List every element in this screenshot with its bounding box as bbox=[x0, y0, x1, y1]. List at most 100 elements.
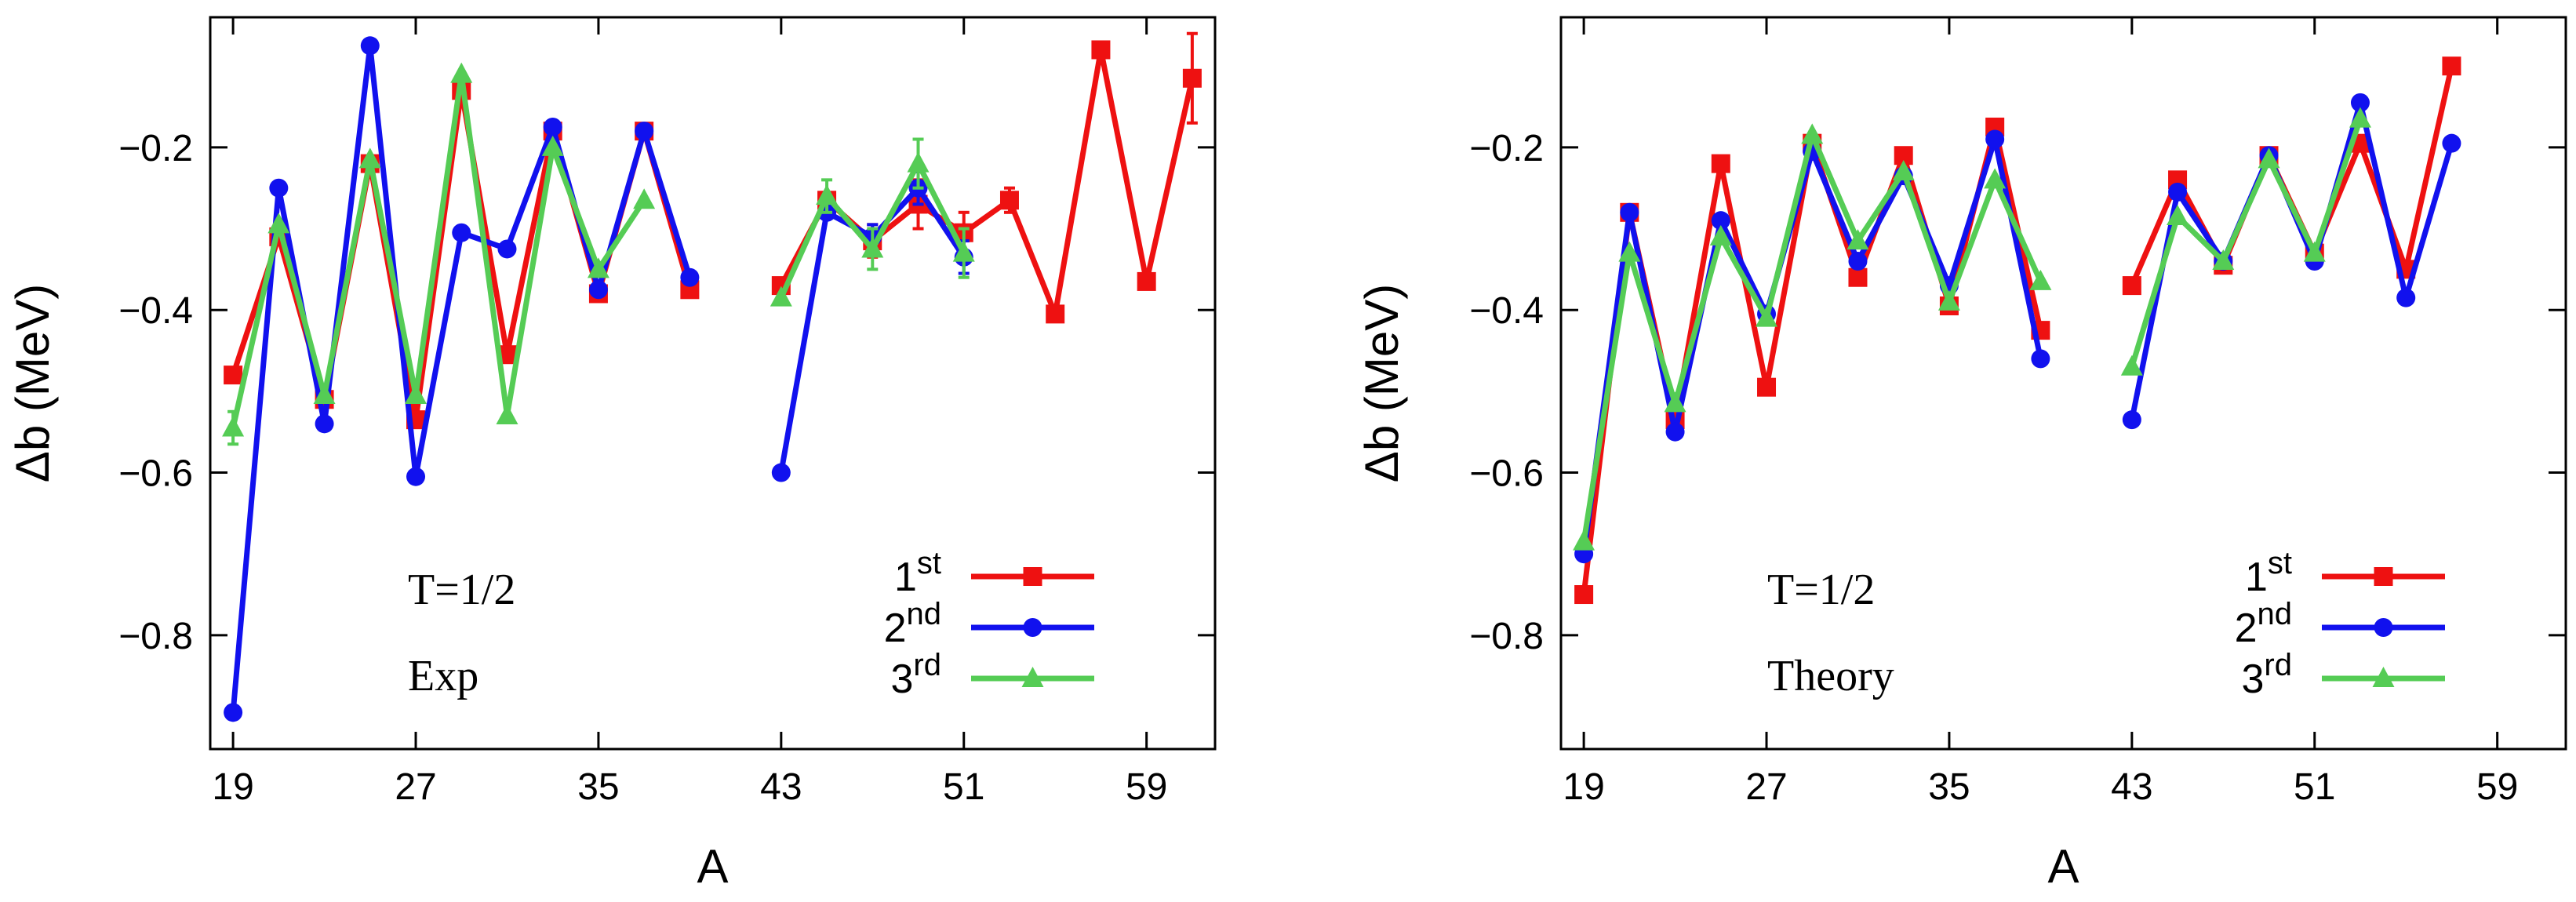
series-line-1st bbox=[778, 46, 1195, 317]
annotation-source: Exp bbox=[408, 652, 478, 700]
x-tick-label: 19 bbox=[212, 766, 253, 808]
series-1st bbox=[224, 31, 1202, 430]
data-point-2nd bbox=[1620, 202, 1639, 222]
y-tick-label: −0.8 bbox=[118, 616, 193, 657]
data-point-2nd bbox=[2031, 349, 2050, 369]
data-point-2nd bbox=[1711, 211, 1730, 231]
y-tick-label: −0.2 bbox=[118, 128, 193, 169]
x-tick-label: 51 bbox=[943, 766, 984, 808]
legend-label-superscript: nd bbox=[2258, 597, 2293, 631]
legend-label: 3rd bbox=[891, 648, 942, 702]
series-line-2nd bbox=[1581, 136, 2043, 555]
x-tick-label: 27 bbox=[395, 766, 436, 808]
series-line-3rd bbox=[230, 71, 647, 429]
data-point-2nd bbox=[2168, 182, 2188, 202]
data-point-3rd bbox=[450, 62, 473, 83]
data-point-3rd bbox=[2120, 355, 2143, 376]
data-point-3rd bbox=[1756, 306, 1778, 327]
data-point-3rd bbox=[267, 213, 290, 234]
data-point-1st bbox=[999, 191, 1019, 210]
legend-label: 2nd bbox=[884, 597, 941, 651]
data-point-3rd bbox=[2212, 249, 2235, 270]
data-point-3rd bbox=[313, 384, 336, 405]
data-point-2nd bbox=[1985, 129, 2005, 149]
series-2nd bbox=[1574, 93, 2461, 564]
series-line-3rd bbox=[1581, 132, 2043, 543]
y-tick-label: −0.2 bbox=[1469, 128, 1544, 169]
data-point-1st bbox=[1757, 377, 1777, 397]
x-axis-label: A bbox=[697, 840, 728, 893]
data-point-3rd bbox=[587, 257, 609, 278]
x-tick-label: 59 bbox=[2476, 766, 2518, 808]
data-point-3rd bbox=[1709, 224, 1732, 246]
legend-label: 1st bbox=[2245, 546, 2292, 600]
y-axis-label: Δb (MeV) bbox=[6, 284, 59, 482]
annotation-isospin: T=1/2 bbox=[1767, 566, 1875, 614]
data-point-3rd bbox=[1801, 123, 1824, 144]
data-point-3rd bbox=[1892, 159, 1915, 180]
series-1st bbox=[1574, 56, 2461, 605]
legend-entry-1st: 1st bbox=[2245, 546, 2445, 600]
data-point-2nd bbox=[543, 117, 562, 136]
data-point-2nd bbox=[1665, 422, 1685, 442]
data-point-2nd bbox=[1848, 252, 1868, 271]
data-point-2nd bbox=[406, 467, 426, 486]
data-point-2nd bbox=[497, 239, 517, 259]
y-tick-label: −0.6 bbox=[1469, 453, 1544, 495]
data-point-2nd bbox=[771, 463, 791, 482]
y-tick-label: −0.4 bbox=[1469, 290, 1544, 332]
data-point-3rd bbox=[1618, 241, 1641, 262]
data-point-2nd bbox=[680, 267, 700, 287]
series-3rd bbox=[222, 62, 975, 446]
data-point-3rd bbox=[1984, 168, 2007, 189]
data-point-1st bbox=[1046, 304, 1065, 324]
legend-marker bbox=[2374, 618, 2393, 637]
data-point-3rd bbox=[861, 237, 884, 258]
data-point-3rd bbox=[1664, 391, 1686, 413]
data-point-2nd bbox=[224, 703, 243, 722]
legend-entry-2nd: 2nd bbox=[2235, 597, 2445, 651]
data-point-3rd bbox=[816, 184, 839, 205]
data-point-2nd bbox=[635, 122, 654, 141]
legend-label-superscript: rd bbox=[913, 648, 941, 682]
data-point-1st bbox=[2442, 56, 2461, 76]
legend-marker bbox=[1023, 567, 1042, 586]
data-point-1st bbox=[224, 366, 243, 385]
x-tick-label: 19 bbox=[1563, 766, 1604, 808]
plot-frame bbox=[1559, 16, 2567, 751]
legend-entry-1st: 1st bbox=[894, 546, 1094, 600]
y-axis-label: Δb (MeV) bbox=[1355, 284, 1408, 482]
data-point-3rd bbox=[496, 403, 518, 424]
x-tick-label: 35 bbox=[1928, 766, 1970, 808]
series-line-1st bbox=[230, 87, 693, 423]
y-tick-label: −0.6 bbox=[118, 453, 193, 495]
series-line-1st bbox=[1581, 124, 2043, 595]
data-point-3rd bbox=[1573, 529, 1595, 551]
data-point-2nd bbox=[2122, 410, 2141, 430]
data-point-2nd bbox=[360, 36, 380, 56]
series-line-3rd bbox=[2129, 118, 2363, 368]
x-tick-label: 43 bbox=[760, 766, 802, 808]
x-tick-label: 59 bbox=[1126, 766, 1167, 808]
data-point-2nd bbox=[2442, 133, 2461, 153]
legend-label: 1st bbox=[894, 546, 941, 600]
data-point-3rd bbox=[633, 188, 656, 209]
chart-panel-right: 19 27 35 43 51 59 −0.8 −0.6 −0.4 −0.2 A Δb (MeV) T=1… bbox=[1355, 16, 2567, 893]
data-point-3rd bbox=[541, 135, 564, 156]
data-point-2nd bbox=[269, 178, 289, 198]
data-point-3rd bbox=[1846, 229, 1869, 250]
data-point-3rd bbox=[405, 384, 428, 405]
data-point-3rd bbox=[952, 241, 975, 262]
data-point-3rd bbox=[222, 416, 245, 437]
series-2nd bbox=[224, 36, 973, 722]
legend-label-superscript: nd bbox=[907, 597, 942, 631]
legend-entry-3rd: 3rd bbox=[2242, 648, 2445, 702]
data-point-2nd bbox=[2350, 93, 2370, 112]
data-point-3rd bbox=[907, 151, 930, 173]
legend-marker bbox=[1023, 618, 1042, 637]
data-point-3rd bbox=[2258, 147, 2280, 169]
data-point-2nd bbox=[452, 223, 471, 242]
data-point-1st bbox=[1091, 40, 1111, 60]
data-point-3rd bbox=[2167, 204, 2189, 225]
data-point-1st bbox=[1182, 68, 1202, 88]
